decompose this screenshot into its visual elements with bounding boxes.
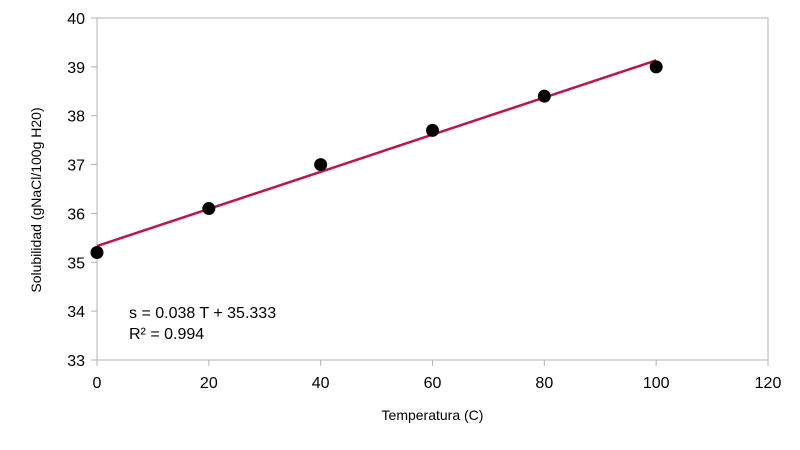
y-tick-label: 36 [67,206,85,223]
x-tick-label: 20 [200,375,218,392]
y-tick-label: 38 [67,109,85,126]
data-points [90,60,663,260]
data-point [90,246,104,260]
y-tick-label: 37 [67,158,85,175]
x-axis-title: Temperatura (C) [382,407,484,423]
data-point [426,123,439,137]
y-tick-label: 34 [67,304,85,321]
data-point [202,202,216,216]
x-tick-label: 100 [643,375,670,392]
data-point [537,89,551,103]
y-axis-title: Solubilidad (gNaCl/100g H20) [28,107,44,292]
trendline [96,59,657,248]
r-squared-label: R² = 0.994 [129,326,204,343]
equation-label: s = 0.038 T + 35.333 [129,305,276,322]
x-tick-label: 0 [93,375,102,392]
x-tick-label: 60 [424,375,442,392]
x-tick-label: 120 [755,375,782,392]
y-tick-label: 40 [67,11,85,28]
y-tick-label: 33 [67,353,85,370]
data-point [314,158,328,172]
tick-labels: 0 20 40 60 80 100 120 33 34 35 36 37 38 39 40 [67,11,781,392]
data-point [649,60,663,74]
y-tick-label: 35 [67,255,85,272]
axes [91,17,769,366]
x-tick-label: 40 [312,375,330,392]
x-tick-label: 80 [535,375,553,392]
y-tick-label: 39 [67,60,85,77]
